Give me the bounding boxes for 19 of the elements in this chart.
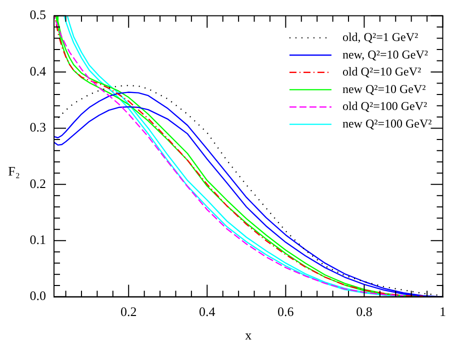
y-tick-label: 0.3 <box>30 120 46 135</box>
y-axis-title: F₂ <box>8 164 20 179</box>
legend-label: new Q²=10 GeV² <box>342 82 426 96</box>
legend-label: old Q²=100 GeV² <box>342 99 428 114</box>
y-tick-label: 0.5 <box>30 7 46 22</box>
legend-label: new, Q²=10 GeV² <box>342 47 428 62</box>
x-tick-label: 0.2 <box>120 304 137 320</box>
legend-label: new Q²=100 GeV² <box>342 116 432 130</box>
x-tick-label: 0.6 <box>278 304 294 320</box>
x-tick-label: 0.8 <box>356 304 372 320</box>
y-tick-label: 0.1 <box>30 232 46 248</box>
x-axis-title: x <box>245 328 252 343</box>
y-tick-label: 0.4 <box>30 63 46 78</box>
x-tick-label: 0.4 <box>199 304 216 320</box>
legend-label: old, Q²=1 GeV² <box>342 30 418 44</box>
y-tick-label: 0.0 <box>30 288 46 304</box>
legend-label: old Q²=10 GeV² <box>342 64 422 79</box>
y-tick-label: 0.2 <box>30 176 46 191</box>
x-tick-label: 1 <box>440 304 446 320</box>
